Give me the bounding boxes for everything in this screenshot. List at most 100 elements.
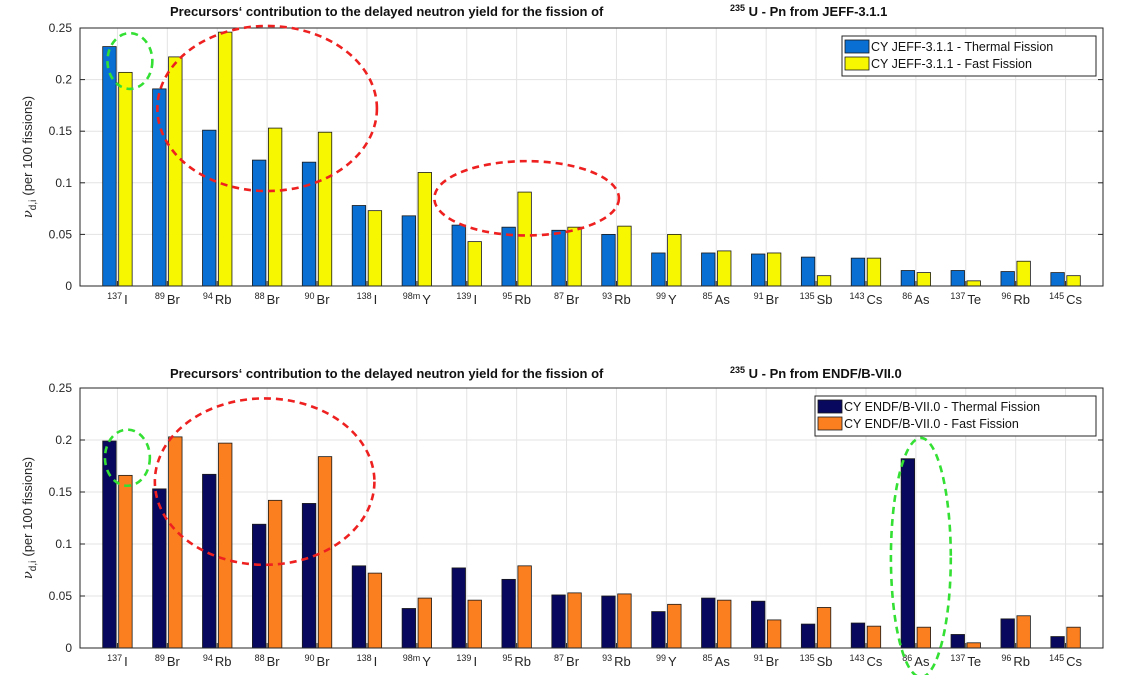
x-tick-label: 95 Rb — [502, 291, 531, 307]
x-tick-element: Y — [668, 292, 677, 307]
x-tick-label: 94 Rb — [203, 653, 232, 669]
bar-series1-88Br — [252, 159, 267, 287]
x-tick-element: Br — [167, 292, 181, 307]
x-tick-mass: 85 — [703, 653, 713, 663]
highlight-ellipse — [153, 397, 376, 567]
axes-box — [79, 27, 1104, 287]
bar-series2-89Br — [168, 56, 183, 287]
x-tick-mass: 145 — [1049, 291, 1064, 301]
bar-series1-145Cs — [1050, 636, 1065, 649]
x-tick-mass: 145 — [1049, 653, 1064, 663]
bar-series1-98mY — [401, 608, 416, 649]
x-tick-element: As — [914, 654, 930, 669]
chart-title: Precursors‘ contribution to the delayed … — [170, 365, 902, 381]
y-tick-label: 0.25 — [49, 381, 73, 395]
bar-series1-138I — [351, 205, 367, 287]
x-tick-element: Br — [167, 654, 181, 669]
x-tick-mass: 90 — [305, 291, 315, 301]
x-tick-element: Y — [422, 654, 431, 669]
x-tick-label: 137 Te — [950, 291, 981, 307]
x-tick-label: 90 Br — [305, 653, 331, 669]
bar-series2-94Rb — [218, 31, 233, 287]
x-tick-element: Br — [317, 292, 331, 307]
x-tick-element: As — [715, 292, 731, 307]
x-tick-mass: 96 — [1001, 291, 1011, 301]
x-tick-mass: 137 — [950, 653, 965, 663]
legend: CY ENDF/B-VII.0 - Thermal Fission CY ENDF… — [814, 395, 1097, 437]
x-tick-element: As — [914, 292, 930, 307]
bar-series1-86As — [900, 270, 916, 287]
x-tick-label: 89 Br — [155, 653, 181, 669]
bar-series2-135Sb — [816, 275, 832, 287]
bar-series1-91Br — [751, 253, 766, 287]
bar-series1-94Rb — [202, 473, 217, 649]
bar-series1-96Rb — [1000, 618, 1015, 649]
axes-box — [79, 387, 1104, 649]
chart-title-main: Precursors‘ contribution to the delayed … — [170, 4, 604, 19]
x-tick-element: I — [124, 654, 128, 669]
y-tick-label: 0.2 — [55, 73, 72, 87]
x-tick-mass: 85 — [703, 291, 713, 301]
x-tick-label: 94 Rb — [203, 291, 232, 307]
x-tick-element: Br — [267, 292, 281, 307]
x-tick-label: 86 As — [902, 653, 930, 669]
y-axis-subscript: d,i — [28, 561, 39, 572]
x-tick-element: Rb — [514, 654, 531, 669]
bar-series2-137I — [118, 71, 133, 287]
bar-series2-98mY — [417, 172, 432, 287]
x-tick-element: Rb — [614, 654, 631, 669]
x-tick-element: Cs — [867, 292, 883, 307]
x-tick-label: 91 Br — [754, 653, 780, 669]
x-tick-element: Sb — [817, 654, 833, 669]
x-tick-element: Rb — [614, 292, 631, 307]
bars — [102, 436, 1081, 649]
bar-series1-98mY — [401, 215, 416, 287]
x-tick-mass: 89 — [155, 653, 165, 663]
x-tick-label: 99 Y — [656, 291, 677, 307]
y-tick-label: 0.25 — [49, 21, 73, 35]
bar-series1-99Y — [651, 252, 666, 287]
x-tick-mass: 98m — [403, 653, 421, 663]
highlight-ellipse — [103, 428, 152, 488]
bar-series2-94Rb — [218, 442, 233, 649]
bar-series1-93Rb — [601, 595, 616, 649]
x-tick-element: Br — [766, 654, 780, 669]
x-tick-mass: 90 — [305, 653, 315, 663]
y-axis-subscript: d,i — [28, 200, 39, 211]
bar-series1-143Cs — [850, 257, 866, 287]
bar-series1-135Sb — [800, 623, 816, 649]
x-tick-mass: 94 — [203, 653, 213, 663]
x-tick-mass: 138 — [357, 653, 372, 663]
x-tick-mass: 95 — [502, 291, 512, 301]
bar-series2-93Rb — [617, 593, 632, 649]
x-tick-mass: 86 — [902, 291, 912, 301]
x-tick-label: 93 Rb — [602, 653, 631, 669]
x-tick-element: Cs — [1066, 654, 1082, 669]
y-tick-label: 0.15 — [49, 124, 73, 138]
bar-series1-85As — [701, 252, 716, 287]
x-tick-label: 138 I — [357, 653, 378, 669]
x-tick-mass: 138 — [357, 291, 372, 301]
x-tick-label: 99 Y — [656, 653, 677, 669]
y-tick-label: 0.05 — [49, 589, 73, 603]
legend-swatch — [844, 39, 870, 54]
x-tick-label: 137 Te — [950, 653, 981, 669]
legend-swatch — [817, 399, 843, 414]
bar-series1-139I — [451, 224, 466, 287]
x-tick-mass: 88 — [255, 653, 265, 663]
bar-series2-86As — [916, 626, 931, 649]
bar-series2-138I — [367, 210, 383, 287]
x-tick-label: 137 I — [107, 653, 128, 669]
x-tick-element: Cs — [1066, 292, 1082, 307]
x-tick-label: 135 Sb — [800, 291, 833, 307]
chart-title-main: Precursors‘ contribution to the delayed … — [170, 366, 604, 381]
x-tick-label: 85 As — [703, 291, 731, 307]
bar-series2-89Br — [168, 436, 183, 649]
x-tick-element: I — [374, 654, 378, 669]
y-tick-label: 0 — [65, 279, 72, 293]
x-tick-label: 145 Cs — [1049, 653, 1082, 669]
x-tick-label: 96 Rb — [1001, 653, 1030, 669]
highlight-ellipse — [433, 159, 621, 237]
bar-series2-96Rb — [1016, 260, 1031, 287]
x-tick-element: Y — [668, 654, 677, 669]
